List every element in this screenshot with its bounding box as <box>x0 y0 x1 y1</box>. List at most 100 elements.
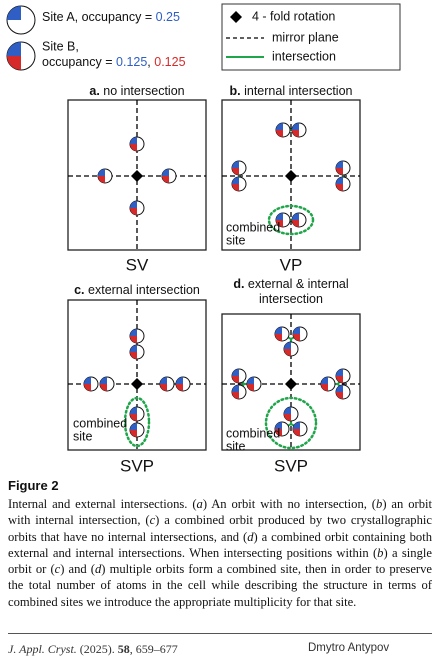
panel-label-text: external intersection <box>88 283 200 297</box>
caption-text: Internal and external intersections. ( <box>8 497 197 511</box>
atom-red <box>130 414 137 421</box>
panel-label-text: no intersection <box>103 84 184 98</box>
atom-red <box>84 384 91 391</box>
panel-letter: b. <box>230 84 241 98</box>
panel-label: a. no intersection <box>89 84 184 98</box>
atom-blue <box>232 385 239 392</box>
atom-red <box>247 384 254 391</box>
legend-site-a: Site A, occupancy = 0.25 <box>42 10 180 24</box>
figure-title: Figure 2 <box>8 478 59 493</box>
panel-letter: c. <box>74 283 84 297</box>
legend-text: Site A, occupancy = <box>42 10 156 24</box>
four-fold-axis <box>131 170 143 182</box>
atom-blue <box>232 369 239 376</box>
symmetry-label: SVP <box>274 456 308 475</box>
legend-text: 4 - fold rotation <box>252 9 335 23</box>
atom-blue <box>176 377 183 384</box>
symmetry-label: SVP <box>120 456 154 475</box>
atom-red <box>232 376 239 383</box>
atom-red <box>336 184 343 191</box>
year: (2025). <box>79 642 115 656</box>
atom-blue <box>284 342 291 349</box>
panel-label: c. external intersection <box>74 283 200 297</box>
atom-red <box>232 168 239 175</box>
combined-site <box>264 396 318 450</box>
caption-text: ) multiple orbits form a combined site, … <box>8 562 432 609</box>
caption-ref: b <box>376 497 383 511</box>
atom-red <box>130 336 137 343</box>
combined-site-label: site <box>226 439 246 453</box>
atom-red <box>276 130 283 137</box>
symmetry-label: VP <box>280 255 303 274</box>
combined-site <box>123 396 151 448</box>
legend-box <box>221 3 401 71</box>
symmetry-label: SV <box>126 255 149 274</box>
atom-blue <box>247 377 254 384</box>
legend-diamond <box>230 11 242 23</box>
atom-red <box>130 208 137 215</box>
combined-site-label: site <box>73 429 93 443</box>
atom-red <box>100 384 107 391</box>
panel-label: b. internal intersection <box>230 84 353 98</box>
atom-blue <box>162 169 169 176</box>
atom-red <box>98 176 105 183</box>
atom-blue <box>275 327 282 334</box>
atom-red <box>284 349 291 356</box>
atom-blue <box>292 213 299 220</box>
atom-red <box>275 429 282 436</box>
caption-ref: c <box>149 513 156 528</box>
atom-blue <box>336 385 343 392</box>
legend-text: occupancy = <box>42 55 116 69</box>
atom-blue <box>275 422 282 429</box>
atom-blue <box>130 345 137 352</box>
panel-letter: d. <box>233 277 244 291</box>
atom-blue <box>160 377 167 384</box>
atom-red <box>160 384 167 391</box>
atom-red <box>336 168 343 175</box>
atom-blue <box>130 137 137 144</box>
footer: J. Appl. Cryst. (2025). 58, 659–677 Dmytr… <box>8 642 440 657</box>
caption-ref: d <box>95 562 102 577</box>
journal: J. Appl. Cryst. <box>8 642 77 656</box>
atom-blue <box>284 407 291 414</box>
caption-ref: b <box>377 545 384 560</box>
legend-site-b: Site B, <box>42 39 79 53</box>
caption-ref: c <box>54 562 61 577</box>
atom-red <box>130 352 137 359</box>
four-fold-axis <box>285 170 297 182</box>
caption: Internal and external intersections. (a)… <box>8 496 432 610</box>
author: Dmytro Antypov <box>308 642 390 654</box>
caption-ref: a <box>196 497 203 511</box>
atom-red <box>7 56 21 70</box>
legend-site-b-line: occupancy = 0.125, 0.125 <box>42 55 186 69</box>
four-fold-axis <box>285 378 297 390</box>
atom-red <box>275 334 282 341</box>
combined-site-label: combined <box>226 220 280 234</box>
panel-label: d. external & internal <box>233 277 348 291</box>
atom-blue <box>84 377 91 384</box>
atom-red <box>293 334 300 341</box>
atom-red <box>162 176 169 183</box>
atom-blue <box>100 377 107 384</box>
panel-label: intersection <box>259 292 323 306</box>
caption-text: ) and ( <box>60 562 95 577</box>
atom-red <box>232 184 239 191</box>
volume: 58 <box>117 642 130 656</box>
atom-blue <box>336 369 343 376</box>
separator: , <box>147 55 154 69</box>
atom-blue <box>130 423 137 430</box>
occupancy: 0.125 <box>154 55 185 69</box>
panel-label-text: intersection <box>259 292 323 306</box>
atom-blue <box>7 42 21 56</box>
combined-site-label: site <box>226 233 246 247</box>
atom-blue <box>336 161 343 168</box>
panel-letter: a. <box>89 84 99 98</box>
caption-ref: d <box>247 529 254 544</box>
footer-rule <box>8 633 432 634</box>
atom-blue <box>98 169 105 176</box>
caption-text: ) a single orbit or ( <box>8 545 432 577</box>
atom-red <box>292 130 299 137</box>
legend-text: mirror plane <box>272 30 339 44</box>
pages: , 659–677 <box>129 642 178 656</box>
